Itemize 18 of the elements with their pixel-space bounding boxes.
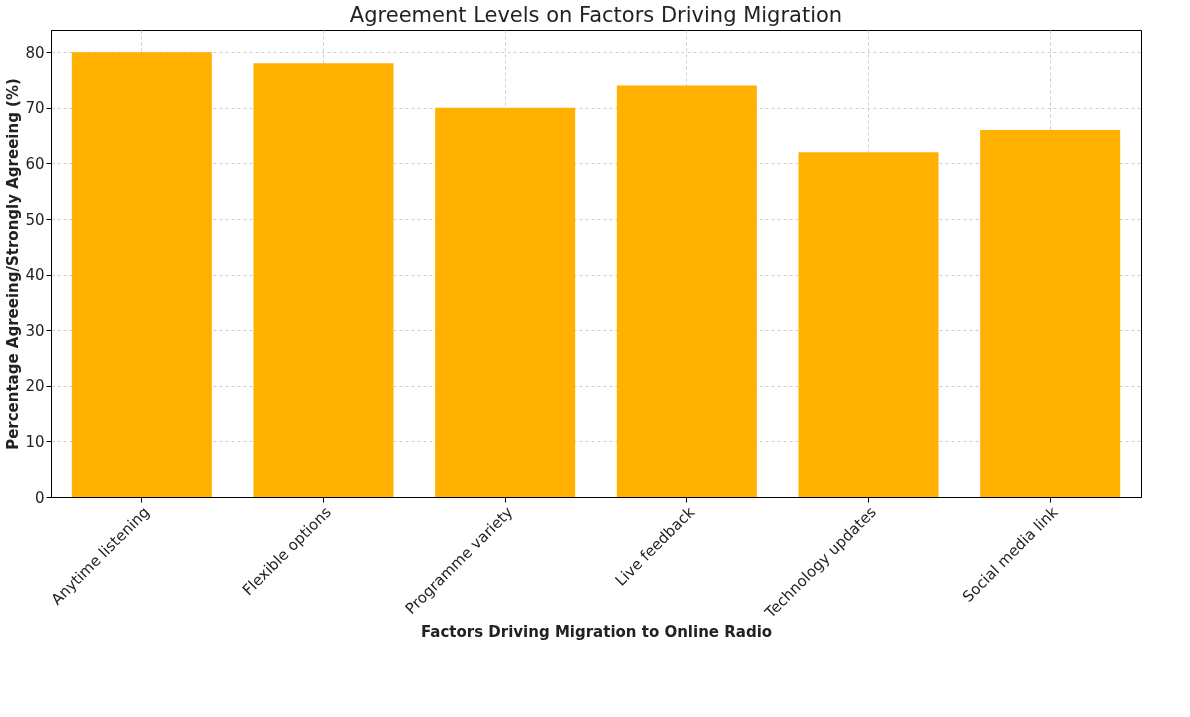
bar	[435, 107, 576, 497]
y-tick-label: 10	[25, 432, 45, 451]
y-tick-label: 20	[25, 377, 45, 396]
y-tick-label: 30	[25, 321, 45, 340]
y-tick-label: 80	[25, 43, 45, 62]
bar	[798, 152, 939, 497]
chart-title: Agreement Levels on Factors Driving Migration	[349, 3, 843, 27]
bar	[616, 85, 757, 497]
y-tick-label: 50	[25, 210, 45, 229]
bar	[253, 63, 394, 497]
y-tick-label: 60	[25, 154, 45, 173]
bar	[980, 130, 1121, 497]
y-axis-title: Percentage Agreeing/Strongly Agreeing (%)	[4, 78, 23, 450]
y-tick-label: 40	[25, 266, 45, 285]
y-tick-label: 70	[25, 99, 45, 118]
x-axis-title: Factors Driving Migration to Online Radio	[420, 622, 773, 641]
bar	[71, 52, 212, 497]
y-tick-label: 0	[34, 488, 45, 507]
